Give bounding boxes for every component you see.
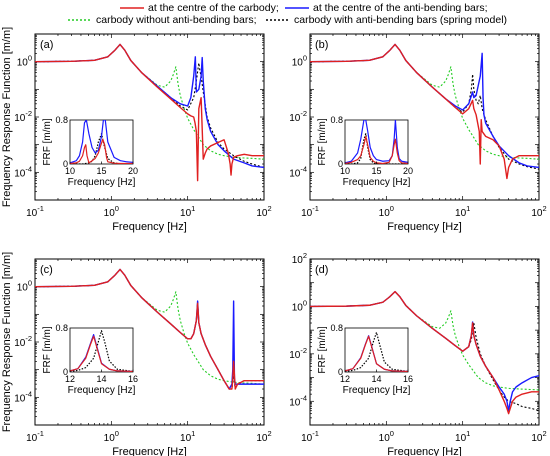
y-tick-label-0: 100 — [17, 279, 32, 294]
x-tick-label-2: 101 — [180, 429, 195, 444]
legend-label-3: carbody with anti-bending bars (spring m… — [294, 14, 507, 26]
inset-x-tick-label-1: 14 — [371, 374, 381, 384]
series-red — [310, 290, 539, 415]
inset-x-tick-label-0: 12 — [65, 374, 75, 384]
x-tick-label-1: 100 — [104, 204, 119, 219]
inset-series-black — [345, 331, 408, 372]
x-tick-label-0: 10-1 — [301, 429, 319, 444]
inset-y-tick-label-0: 0 — [63, 367, 68, 377]
x-tick-label-3: 102 — [256, 204, 271, 219]
inset-x-tick-label-0: 10 — [340, 166, 350, 176]
y-tick-label-2: 10-4 — [14, 389, 32, 404]
x-tick-label-2: 101 — [455, 429, 470, 444]
y-tick-label-0: 100 — [17, 54, 32, 69]
y-tick-label-0: 100 — [292, 54, 307, 69]
legend: at the centre of the carbody; at the cent… — [68, 2, 507, 26]
x-tick-label-0: 10-1 — [301, 204, 319, 219]
x-tick-label-3: 102 — [531, 204, 546, 219]
inset: 12 14 16 0 0.8 Frequency [Hz] FRF [m/m] — [40, 318, 141, 400]
inset-x-tick-label-0: 12 — [340, 374, 350, 384]
inset-y-tick-label-1: 0.8 — [55, 115, 68, 125]
x-tick-label-1: 100 — [379, 429, 394, 444]
x-tick-label-1: 100 — [104, 429, 119, 444]
inset-y-axis-label: FRF [m/m] — [317, 118, 328, 165]
series-black — [310, 43, 539, 170]
inset: 12 14 16 0 0.8 Frequency [Hz] FRF [m/m] — [315, 318, 416, 400]
x-axis-label: Frequency [Hz] — [112, 446, 187, 456]
series-red — [35, 268, 264, 390]
inset-series-red — [70, 335, 133, 372]
y-tick-label-1: 10-2 — [289, 109, 307, 124]
x-tick-label-0: 10-1 — [26, 204, 44, 219]
inset-y-tick-label-1: 0.8 — [55, 323, 68, 333]
x-tick-label-2: 101 — [180, 204, 195, 219]
inset-y-axis-label: FRF [m/m] — [317, 326, 328, 373]
x-tick-label-0: 10-1 — [26, 429, 44, 444]
y-tick-label-1: 100 — [292, 298, 307, 313]
inset-series-black — [70, 330, 133, 372]
legend-label-1: at the centre of the anti-bending bars; — [313, 2, 488, 14]
inset-y-tick-label-1: 0.8 — [330, 323, 343, 333]
y-axis-label: Frequency Response Function [m/m] — [1, 27, 13, 207]
inset-y-tick-label-0: 0 — [338, 367, 343, 377]
inset-y-axis-label: FRF [m/m] — [42, 326, 53, 373]
inset: 10 15 20 0 0.8 Frequency [Hz] FRF [m/m] — [315, 110, 416, 192]
x-tick-label-1: 100 — [379, 204, 394, 219]
inset-x-tick-label-0: 10 — [65, 166, 75, 176]
x-tick-label-3: 102 — [256, 429, 271, 444]
panel-0: 10-1 100 101 102 100 10-2 10-4 Frequency [Hz] Fr… — [1, 27, 272, 233]
x-axis-label: Frequency [Hz] — [387, 221, 462, 233]
panel-label: (b) — [315, 39, 328, 51]
panel-label: (c) — [40, 264, 53, 276]
y-tick-label-0: 102 — [292, 251, 307, 266]
inset-series-blue — [345, 120, 408, 164]
y-tick-label-1: 10-2 — [14, 109, 32, 124]
legend-label-0: at the centre of the carbody; — [148, 2, 279, 14]
series-red — [35, 43, 264, 182]
panel-label: (a) — [40, 39, 53, 51]
inset-x-tick-label-2: 20 — [403, 166, 413, 176]
inset-series-red — [70, 138, 133, 164]
inset-x-tick-label-2: 20 — [128, 166, 138, 176]
panel-2: 10-1 100 101 102 100 10-2 10-4 Frequency [Hz] Fr… — [1, 252, 272, 456]
y-tick-label-1: 10-2 — [14, 334, 32, 349]
inset-x-axis-label: Frequency [Hz] — [68, 177, 136, 188]
inset-x-tick-label-1: 15 — [371, 166, 381, 176]
y-tick-label-3: 10-4 — [289, 393, 307, 408]
inset-x-axis-label: Frequency [Hz] — [68, 385, 136, 396]
inset-series-blue — [70, 120, 133, 164]
x-axis-label: Frequency [Hz] — [387, 446, 462, 456]
panel-label: (d) — [315, 264, 328, 276]
inset-x-tick-label-1: 15 — [96, 166, 106, 176]
inset-y-tick-label-1: 0.8 — [330, 115, 343, 125]
x-tick-label-3: 102 — [531, 429, 546, 444]
y-tick-label-2: 10-4 — [289, 164, 307, 179]
x-tick-label-2: 101 — [455, 204, 470, 219]
inset-x-axis-label: Frequency [Hz] — [343, 177, 411, 188]
legend-label-2: carbody without anti-bending bars; — [96, 14, 257, 26]
y-tick-label-2: 10-4 — [14, 164, 32, 179]
series-red — [310, 43, 539, 180]
inset-y-tick-label-0: 0 — [338, 159, 343, 169]
panel-1: 10-1 100 101 102 100 10-2 10-4 Frequency [Hz] (b… — [289, 33, 547, 233]
inset-x-tick-label-2: 16 — [403, 374, 413, 384]
y-tick-label-2: 10-2 — [289, 346, 307, 361]
inset: 10 15 20 0 0.8 Frequency [Hz] FRF [m/m] — [40, 110, 141, 192]
inset-y-axis-label: FRF [m/m] — [42, 118, 53, 165]
inset-y-tick-label-0: 0 — [63, 159, 68, 169]
y-axis-label: Frequency Response Function [m/m] — [1, 252, 13, 432]
inset-series-red — [345, 335, 408, 372]
panel-3: 10-1 100 101 102 102 100 10-2 10-4 Frequency [Hz… — [289, 251, 546, 456]
inset-x-axis-label: Frequency [Hz] — [343, 385, 411, 396]
inset-x-tick-label-1: 14 — [96, 374, 106, 384]
x-axis-label: Frequency [Hz] — [112, 221, 187, 233]
inset-x-tick-label-2: 16 — [128, 374, 138, 384]
